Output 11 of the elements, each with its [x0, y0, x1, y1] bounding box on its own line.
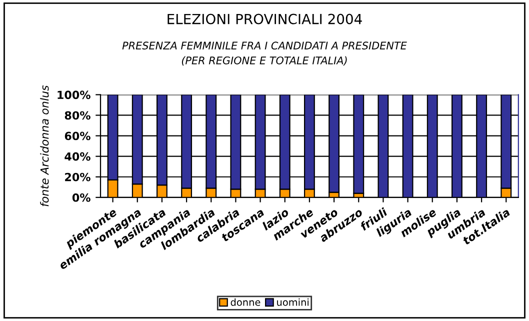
- y-tick-label: 60%: [64, 132, 90, 140]
- chart-subtitle: PRESENZA FEMMINILE FRA I CANDIDATI A PRESIDENTE (PER REGIONE E TOTALE ITALIA): [122, 42, 407, 66]
- y-tick-label: 40%: [64, 152, 90, 161]
- chart-title: ELEZIONI PROVINCIALI 2004: [168, 14, 362, 24]
- y-axis-title: fonte Arcidonna onlus: [40, 85, 49, 206]
- y-tick-label: 20%: [65, 172, 90, 182]
- legend-label: uomini: [277, 298, 308, 306]
- legend-label: donne: [230, 298, 260, 306]
- y-tick-label: 100%: [58, 90, 90, 100]
- y-tick-label: 0%: [72, 193, 90, 202]
- y-tick-label: 80%: [64, 111, 90, 120]
